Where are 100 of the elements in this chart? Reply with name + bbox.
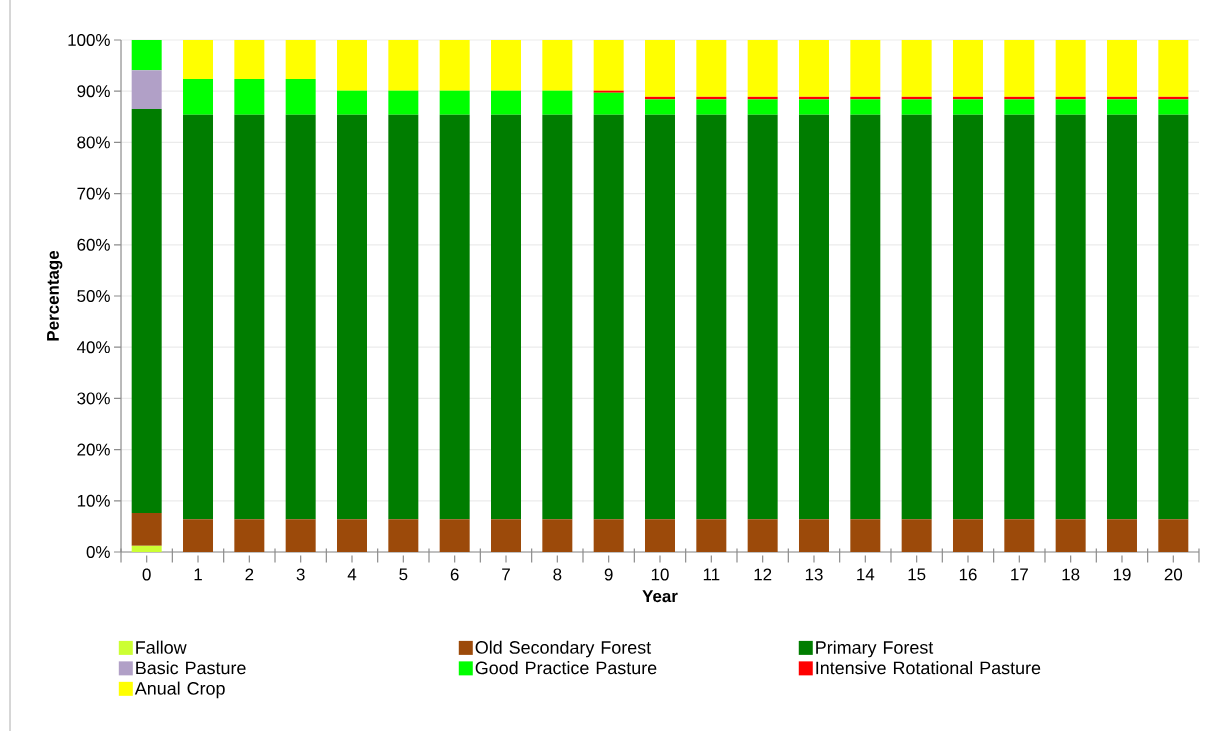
bar — [850, 39, 881, 97]
bar — [1158, 39, 1189, 97]
bar — [798, 39, 829, 97]
bar — [952, 39, 983, 97]
bar — [1055, 114, 1086, 520]
y-tick-label: 60% — [77, 238, 110, 251]
x-tick-label: 15 — [908, 568, 926, 581]
y-tick-label: 30% — [77, 392, 110, 405]
bar — [1106, 99, 1137, 115]
y-tick-label: 100% — [68, 33, 110, 46]
bar — [1004, 99, 1035, 115]
x-tick-label: 10 — [651, 568, 669, 581]
bar — [952, 114, 983, 520]
bar — [645, 519, 675, 552]
bar — [337, 519, 367, 552]
x-tick-label: 17 — [1011, 568, 1028, 581]
bar — [388, 114, 419, 520]
bar — [285, 519, 316, 552]
bar — [285, 78, 316, 115]
bar — [234, 39, 265, 79]
bar — [747, 99, 778, 115]
bar — [593, 90, 624, 93]
legend-label: Basic Pasture — [136, 661, 246, 675]
bar — [1055, 99, 1086, 115]
bar — [542, 114, 573, 520]
bar — [131, 109, 162, 514]
bar — [131, 70, 162, 110]
x-tick-label: 9 — [604, 568, 613, 581]
legend-label: Old Secondary Forest — [475, 640, 652, 658]
legend-label: Intensive Rotational Pasture — [816, 661, 1041, 675]
y-tick-label: 50% — [77, 289, 110, 302]
bar — [747, 519, 778, 552]
bar — [593, 519, 624, 552]
bar — [1158, 99, 1189, 115]
bar — [901, 519, 932, 552]
bar — [850, 114, 881, 520]
bar — [491, 114, 521, 520]
bar — [593, 114, 624, 520]
bar — [388, 90, 419, 115]
bar — [1004, 114, 1035, 520]
bar — [131, 39, 162, 71]
x-tick-label: 6 — [450, 568, 459, 581]
legend-label: Fallow — [136, 640, 187, 654]
legend-label: Primary Forest — [816, 640, 934, 658]
bar — [850, 519, 881, 552]
bar — [337, 114, 367, 520]
x-tick-label: 11 — [703, 568, 720, 581]
bar — [747, 39, 778, 97]
bar — [1158, 519, 1189, 552]
x-tick-label: 3 — [296, 568, 305, 581]
x-tick-label: 12 — [754, 568, 772, 581]
bar — [645, 114, 675, 520]
x-axis-title: Year — [642, 590, 678, 603]
bar — [439, 39, 470, 91]
x-tick-label: 18 — [1062, 568, 1080, 581]
x-tick-label: 5 — [399, 568, 408, 581]
bar — [747, 114, 778, 520]
x-tick-label: 4 — [347, 568, 357, 581]
bar — [491, 519, 521, 552]
bar — [850, 99, 881, 115]
bar — [234, 519, 265, 552]
x-tick-label: 16 — [959, 568, 977, 581]
bar — [388, 39, 419, 91]
bar — [901, 99, 932, 115]
x-tick-label: 2 — [245, 568, 254, 581]
x-tick-label: 7 — [502, 568, 510, 581]
bar — [696, 99, 727, 115]
x-tick-label: 1 — [194, 568, 202, 581]
bar — [131, 513, 162, 546]
x-tick-label: 19 — [1113, 568, 1131, 581]
x-tick-label: 13 — [805, 568, 823, 581]
bar — [439, 90, 470, 115]
bar — [439, 519, 470, 552]
bar — [234, 114, 265, 520]
bar — [901, 39, 932, 97]
bar — [645, 99, 675, 115]
bar — [285, 114, 316, 520]
bar — [234, 78, 265, 115]
bar — [542, 90, 573, 115]
x-tick-label: 14 — [857, 568, 875, 581]
bar — [1055, 519, 1086, 552]
bar — [696, 519, 727, 552]
bar — [183, 114, 214, 520]
bar — [491, 90, 521, 115]
x-tick-label: 20 — [1164, 568, 1183, 581]
bar — [337, 90, 367, 115]
bar — [593, 92, 624, 115]
bar — [1055, 39, 1086, 97]
bar — [131, 545, 162, 552]
legend-label: Good Practice Pasture — [475, 661, 657, 675]
bar — [798, 99, 829, 115]
bar — [696, 114, 727, 520]
bar — [542, 39, 573, 91]
bar — [798, 519, 829, 552]
bar — [183, 519, 214, 552]
bar — [1106, 39, 1137, 97]
y-tick-label: 90% — [77, 85, 110, 98]
bar — [183, 39, 214, 79]
bar — [696, 39, 727, 97]
bar — [491, 39, 521, 91]
